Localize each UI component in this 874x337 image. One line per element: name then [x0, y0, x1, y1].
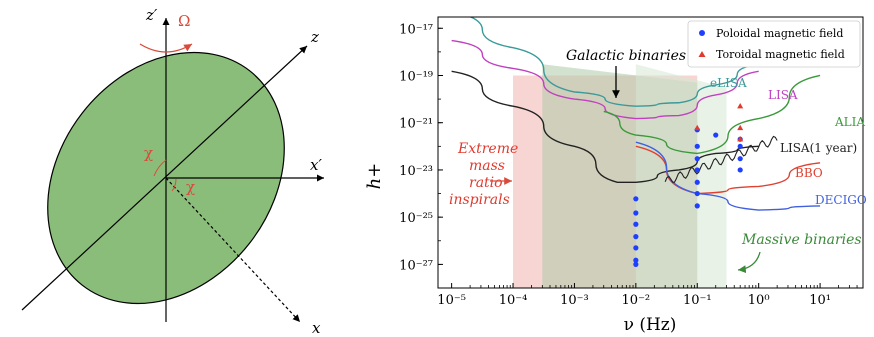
y-tick-label: 10⁻²³ [399, 164, 433, 179]
label-elisa: eLISA [710, 76, 747, 90]
poloidal-point [737, 167, 743, 173]
poloidal-point [713, 132, 719, 138]
annotation-massive-binaries: Massive binaries [741, 232, 862, 248]
x-tick-label: 10⁰ [748, 293, 770, 308]
x-tick-label: 10⁻⁴ [499, 293, 528, 308]
poloidal-point [633, 261, 639, 267]
z-label: z [310, 28, 319, 46]
annotation-galactic-binaries: Galactic binaries [566, 48, 686, 64]
y-tick-label: 10⁻²¹ [399, 117, 433, 132]
poloidal-point [694, 179, 700, 185]
legend-box [687, 20, 861, 68]
curve-lisa [451, 39, 759, 120]
poloidal-point [633, 196, 639, 202]
x-tick-label: 10⁻⁵ [437, 293, 466, 308]
massive-arrow [737, 251, 761, 274]
label-bbo: BBO [795, 166, 823, 180]
region-massive-binaries [635, 64, 727, 288]
z-prime-label: z′ [145, 6, 158, 24]
z-axis [21, 45, 308, 311]
chi-lower-label: χ [186, 178, 195, 196]
plot-frame [437, 16, 864, 289]
x-tick-label: 10⁻¹ [683, 293, 712, 308]
poloidal-point [694, 156, 700, 162]
y-tick-label: 10⁻²⁷ [399, 258, 433, 273]
toroidal-point [737, 136, 744, 142]
legend-poloidal-marker [699, 30, 705, 36]
poloidal-point [737, 143, 743, 149]
legend: Poloidal magnetic field Toroidal magneti… [687, 20, 861, 68]
omega-rotation-arrow [139, 43, 193, 53]
curve-alia [603, 74, 821, 155]
legend-toroidal-marker [698, 51, 706, 57]
poloidal-point [633, 210, 639, 216]
annotation-emri-line2: mass [469, 158, 505, 174]
legend-poloidal-label: Poloidal magnetic field [716, 27, 843, 40]
curve-decigo [635, 141, 821, 211]
y-axis-title: h+ [364, 163, 385, 190]
x-prime-label: x′ [310, 156, 322, 174]
poloidal-point [694, 143, 700, 149]
x-label: x [312, 319, 321, 337]
poloidal-point [633, 234, 639, 240]
omega-label: Ω [178, 12, 190, 30]
poloidal-point [694, 190, 700, 197]
rotation-diagram: z′ Ω z x′ x χ χ [21, 6, 324, 337]
y-tick-label: 10⁻¹⁹ [399, 69, 433, 84]
x-axis-title: ν (Hz) [624, 315, 677, 335]
green-ellipse [47, 51, 285, 305]
label-decigo: DECIGO [815, 193, 867, 207]
annotation-emri-line3: ratio [469, 175, 503, 191]
label-lisa: LISA [768, 88, 798, 102]
poloidal-point [633, 221, 639, 227]
curve-lisa-1-year- [451, 70, 759, 183]
lisa-1year-oscillation [664, 135, 778, 183]
x-tick-label: 10⁻³ [560, 293, 589, 308]
poloidal-point [694, 167, 700, 173]
chi-upper-label: χ [144, 144, 153, 162]
poloidal-point [633, 245, 639, 251]
annotation-emri-line4: inspirals [449, 192, 510, 208]
y-tick-label: 10⁻¹⁷ [399, 22, 433, 37]
x-tick-label: 10¹ [809, 293, 831, 308]
toroidal-point [694, 124, 701, 131]
poloidal-point [737, 156, 743, 162]
legend-toroidal-label: Toroidal magnetic field [716, 48, 845, 61]
poloidal-point [633, 257, 639, 263]
toroidal-point [737, 103, 744, 109]
annotation-emri-line1: Extreme [457, 141, 518, 157]
sensitivity-chart: 10⁻⁵ 10⁻⁴ 10⁻³ 10⁻² 10⁻¹ 10⁰ 10¹ 10⁻¹⁷ 10⁻¹⁹ 10⁻… [364, 16, 867, 335]
label-lisa-1year: LISA(1 year) [780, 141, 857, 155]
y-tick-label: 10⁻²⁵ [399, 211, 433, 226]
chi-arc-upper [153, 159, 167, 177]
x-tick-label: 10⁻² [622, 293, 651, 308]
poloidal-point [694, 203, 700, 209]
curve-elisa [468, 17, 759, 107]
toroidal-point [737, 124, 744, 131]
chi-arc-lower [171, 178, 177, 192]
label-alia: ALIA [834, 115, 865, 129]
